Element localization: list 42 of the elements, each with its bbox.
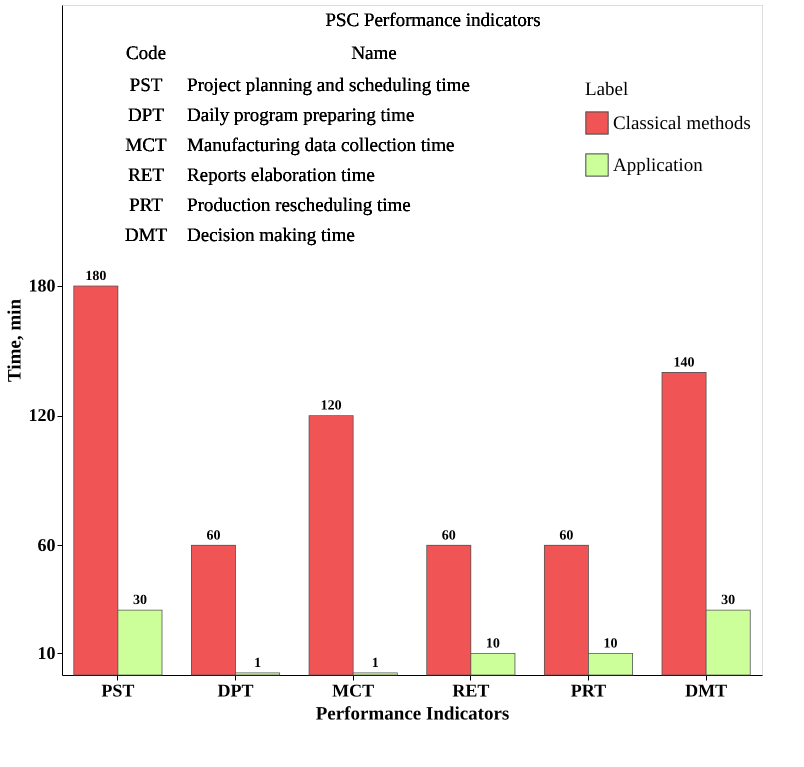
- annotation: MCT: [125, 135, 167, 156]
- annotation: DMT: [124, 225, 168, 246]
- annotation: Reports elaboration time: [187, 165, 375, 186]
- x-tick-label: DPT: [218, 680, 254, 700]
- x-tick-label: PRT: [570, 680, 606, 700]
- y-tick-label: 180: [28, 275, 56, 296]
- y-axis-title: Time, min: [4, 298, 26, 382]
- data-label: 140: [674, 355, 695, 370]
- data-label: 10: [486, 636, 500, 652]
- x-tick-label: DMT: [685, 680, 728, 700]
- y-tick-label: 120: [28, 405, 56, 426]
- annotation: Production rescheduling time: [187, 195, 411, 216]
- annotation: PSC Performance indicators: [325, 10, 541, 31]
- x-tick-label: MCT: [332, 680, 374, 700]
- data-label: 1: [254, 656, 262, 671]
- legend-label: Classical methods: [613, 113, 751, 134]
- y-tick-label: 60: [38, 534, 56, 555]
- x-tick-label: RET: [452, 680, 490, 700]
- annotation: Manufacturing data collection time: [187, 135, 454, 156]
- data-label: 30: [721, 593, 736, 608]
- data-label: 120: [320, 398, 342, 414]
- legend-label: Application: [613, 155, 704, 176]
- legend-title: Label: [585, 79, 628, 100]
- y-tick-label: 10: [38, 642, 56, 663]
- annotation: Name: [351, 43, 397, 64]
- annotation: Decision making time: [187, 225, 355, 246]
- annotation: RET: [128, 165, 164, 186]
- data-label: 60: [442, 528, 456, 544]
- data-label: 30: [132, 593, 147, 608]
- annotation: DPT: [128, 105, 164, 126]
- x-tick-label: PST: [101, 680, 134, 700]
- annotation: Daily program preparing time: [187, 105, 414, 126]
- annotation: PRT: [129, 195, 164, 216]
- x-axis-title: Performance Indicators: [316, 704, 510, 724]
- data-label: 180: [85, 268, 106, 284]
- data-label: 1: [372, 656, 379, 671]
- annotation: Code: [126, 43, 166, 64]
- data-label: 60: [559, 528, 574, 544]
- annotation: Project planning and scheduling time: [187, 75, 470, 96]
- data-label: 60: [206, 528, 220, 544]
- annotation: PST: [130, 75, 163, 96]
- data-label: 10: [604, 636, 618, 652]
